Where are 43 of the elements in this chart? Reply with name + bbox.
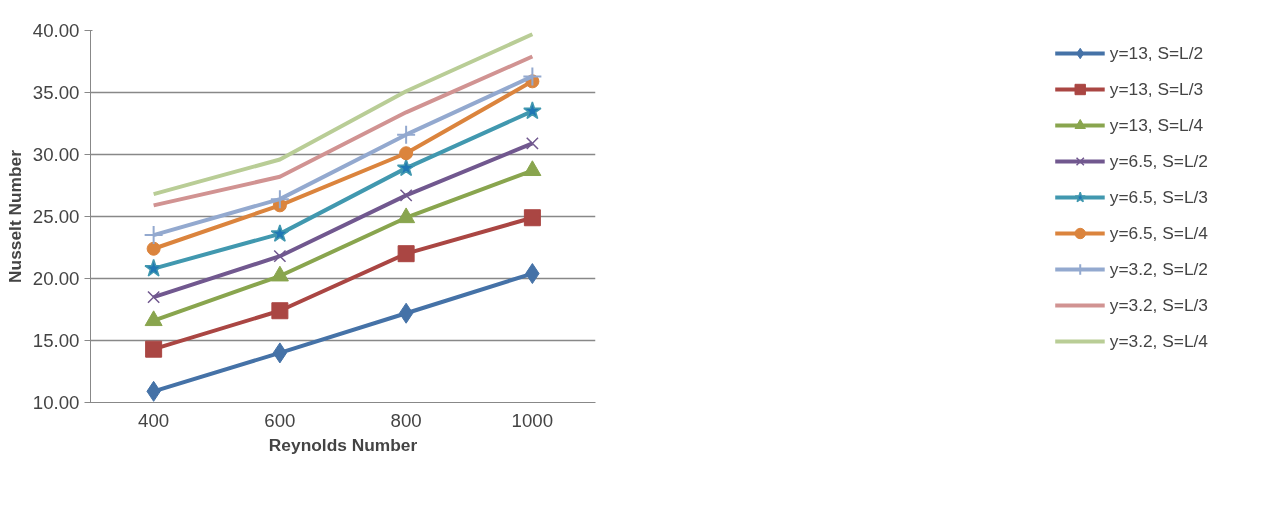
x-tick-label: 1000 (511, 409, 554, 431)
point (522, 66, 543, 87)
x-tick-label: 400 (138, 409, 170, 431)
point (399, 189, 413, 202)
point (399, 146, 414, 161)
point (525, 136, 539, 150)
legend-label: y=6.5, S=L/3 (1109, 185, 1208, 209)
point (145, 340, 163, 358)
legend-label: y=3.2, S=L/4 (1109, 329, 1208, 353)
legend-label: y=13, S=L/4 (1109, 113, 1204, 137)
point (396, 124, 417, 145)
x-axis-title: Reynolds Number (268, 434, 418, 455)
point (523, 101, 542, 120)
legend-label: y=3.2, S=L/2 (1109, 257, 1208, 281)
legend-label: y=6.5, S=L/4 (1109, 221, 1208, 245)
y-axis-title: Nusselt Number (4, 149, 25, 283)
y-tick-label: 35.00 (32, 82, 80, 103)
point (270, 224, 290, 242)
y-tick-label: 10.00 (32, 392, 80, 413)
point (269, 189, 290, 210)
y-tick-label: 25.00 (32, 206, 80, 227)
point (143, 225, 164, 246)
point (273, 249, 287, 263)
point (271, 302, 289, 320)
y-tick-label: 15.00 (32, 330, 80, 351)
legend-label: y=13, S=L/3 (1109, 77, 1204, 101)
point (272, 342, 288, 364)
y-tick-label: 30.00 (32, 144, 80, 165)
point (397, 245, 415, 263)
legend-label: y=3.2, S=L/3 (1109, 293, 1208, 317)
point (146, 241, 161, 256)
point (147, 290, 161, 304)
y-tick-label: 20.00 (32, 268, 80, 289)
line-series (151, 54, 535, 208)
y-tick-label: 40.00 (32, 20, 80, 41)
point (398, 302, 414, 324)
x-tick-label: 600 (264, 409, 296, 431)
line-series (151, 32, 535, 197)
x-tick-label: 800 (390, 409, 422, 431)
point (523, 209, 541, 227)
point (396, 158, 416, 177)
legend-label: y=13, S=L/2 (1109, 41, 1204, 65)
legend-label: y=6.5, S=L/2 (1109, 149, 1208, 173)
